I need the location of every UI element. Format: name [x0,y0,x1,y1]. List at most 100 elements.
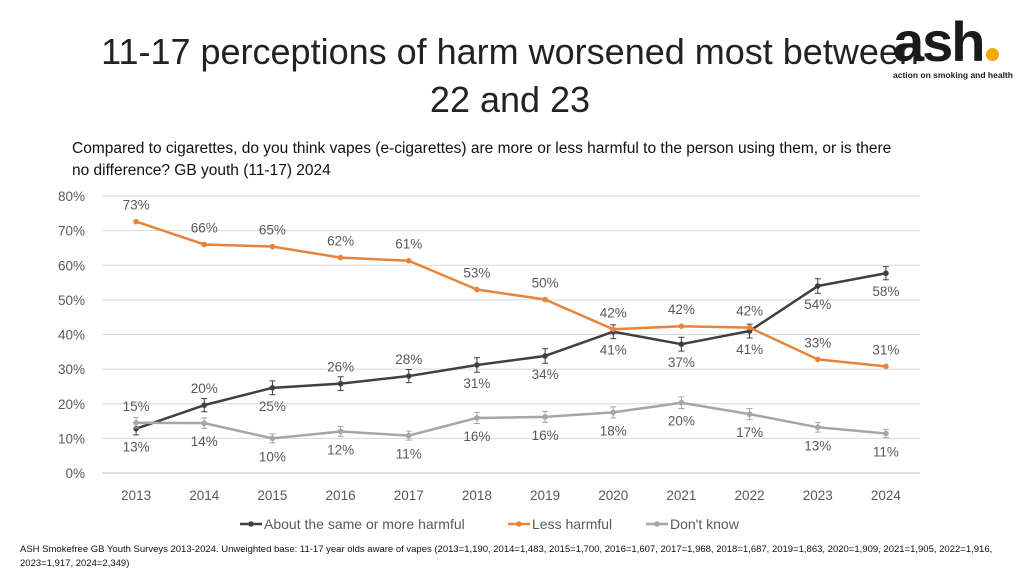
ash-logo: ash action on smoking and health [893,14,1023,86]
x-tick-label: 2024 [871,488,902,503]
x-tick-label: 2018 [462,488,492,503]
x-tick-label: 2023 [803,488,833,503]
data-point [883,430,889,437]
data-label: 50% [532,276,559,291]
legend-label: Don't know [670,516,740,532]
data-label: 58% [872,284,899,299]
logo-wordmark: ash [893,14,1023,70]
data-label: 26% [327,360,354,375]
data-label: 42% [736,304,763,319]
data-point [542,414,548,420]
legend-marker [654,521,660,527]
data-label: 18% [600,423,627,438]
data-point [610,326,617,333]
data-label: 28% [395,352,422,367]
data-label: 25% [259,399,286,414]
data-point [133,425,139,432]
data-point [746,324,753,331]
data-label: 31% [463,376,490,391]
data-label: 73% [123,198,150,213]
x-tick-label: 2019 [530,488,560,503]
data-point [337,380,344,387]
data-label: 66% [191,220,218,235]
data-point [883,270,889,277]
line-chart: 0% 10% 20% 30% 40% 50% 60% 70% 80% 2013 2014 2015 20… [58,189,920,532]
data-point [133,419,139,426]
y-tick-label: 70% [58,224,85,239]
data-label: 33% [804,335,831,350]
y-tick-label: 20% [58,397,85,412]
data-label: 54% [804,297,831,312]
data-point [337,428,344,435]
logo-word: ash [893,10,985,73]
data-point [201,402,208,408]
logo-dot-icon [985,48,999,61]
x-tick-label: 2015 [257,488,287,503]
data-point [883,363,889,370]
series-line [135,220,887,368]
x-tick-label: 2022 [735,488,765,503]
legend-label: Less harmful [532,516,612,532]
y-tick-label: 0% [65,466,85,481]
y-tick-label: 40% [58,328,85,343]
data-point [814,356,821,363]
legend-marker [516,521,522,527]
data-label: 61% [395,237,422,252]
data-point [405,373,412,379]
data-point [474,286,480,293]
data-label: 16% [463,429,490,444]
legend-marker [248,521,254,527]
data-label: 17% [736,425,763,440]
data-label: 14% [191,434,218,449]
data-label: 16% [532,428,559,443]
data-point [474,415,480,421]
data-label: 11% [396,447,422,462]
survey-question: Compared to cigarettes, do you think vap… [72,140,892,179]
data-point [133,218,139,225]
data-point [269,243,276,250]
data-point [201,241,208,248]
data-label: 11% [873,445,899,460]
data-label: 10% [259,449,286,464]
data-point [746,411,753,417]
data-label: 13% [804,438,831,453]
data-point [678,341,685,347]
data-label: 41% [736,342,763,357]
series-line [135,271,887,430]
data-point [814,283,821,289]
data-label: 65% [259,223,286,238]
data-label: 42% [600,305,627,320]
data-label: 31% [872,342,899,357]
data-label: 42% [668,302,695,317]
data-point [405,432,412,439]
data-point [474,362,480,368]
data-label: 62% [327,234,354,249]
source-footnote: ASH Smokefree GB Youth Surveys 2013-2024… [20,544,993,569]
data-point [542,296,548,303]
y-tick-label: 30% [58,362,85,377]
data-label: 13% [123,440,150,455]
slide-title: 11-17 perceptions of harm worsened most … [101,31,919,120]
data-point [269,385,276,391]
series-line [136,401,887,440]
data-label: 53% [463,265,490,280]
data-point [201,420,208,426]
data-label: 20% [668,414,695,429]
data-point [678,399,685,406]
data-point [610,409,617,416]
data-label: 20% [191,381,218,396]
y-tick-label: 80% [58,189,85,204]
x-tick-label: 2016 [326,488,356,503]
data-point [678,323,685,329]
data-point [405,257,412,264]
x-tick-label: 2017 [394,488,424,503]
data-label: 12% [327,442,354,457]
x-tick-label: 2021 [666,488,696,503]
x-tick-label: 2020 [598,488,628,503]
data-point [337,254,344,261]
x-tick-label: 2014 [189,488,220,503]
data-point [269,435,276,442]
data-label: 34% [532,367,559,382]
data-point [814,424,821,431]
logo-tagline: action on smoking and health [893,70,1013,80]
